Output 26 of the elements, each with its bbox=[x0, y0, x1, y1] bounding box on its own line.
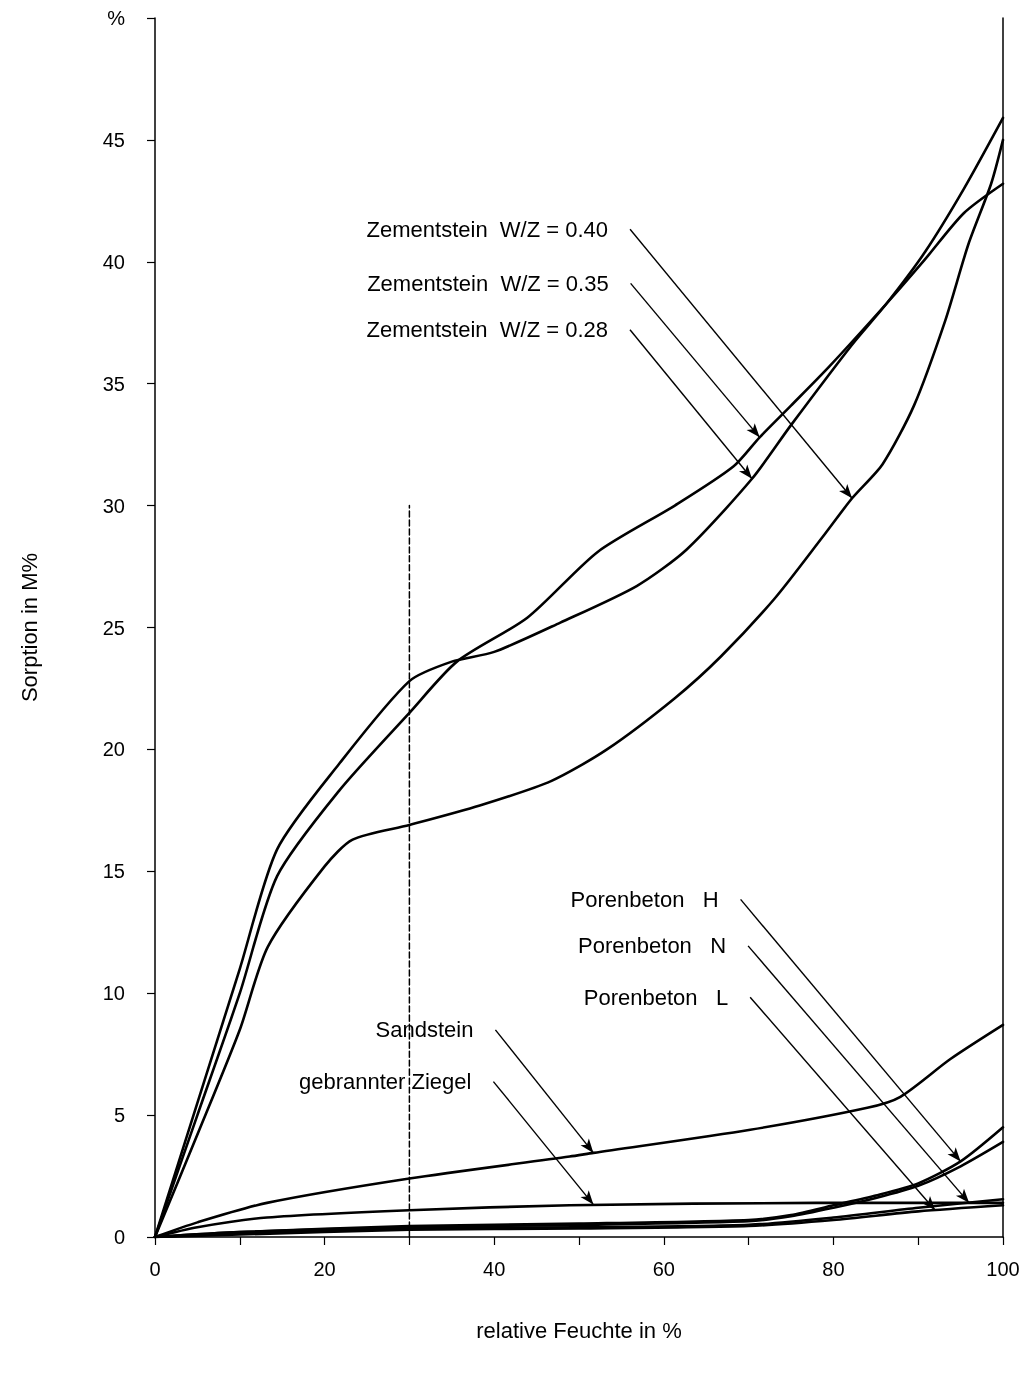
annotation: Zementstein W/Z = 0.28 bbox=[366, 317, 608, 343]
y-tick-label: 25 bbox=[102, 616, 125, 639]
x-tick-label: 80 bbox=[822, 1258, 845, 1280]
y-tick-label: 35 bbox=[102, 372, 125, 395]
y-tick-label: 5 bbox=[113, 1104, 125, 1127]
y-tick-label: 15 bbox=[102, 860, 125, 883]
annotation: Porenbeton N bbox=[578, 933, 727, 959]
x-tick-label: 40 bbox=[483, 1258, 506, 1280]
y-tick-label: 30 bbox=[102, 494, 125, 517]
y-tick-label: 45 bbox=[102, 128, 125, 151]
y-tick-label: 40 bbox=[102, 250, 125, 273]
annotation: Porenbeton L bbox=[583, 984, 729, 1010]
annotation: Porenbeton H bbox=[570, 886, 719, 912]
x-tick-label: 60 bbox=[652, 1258, 675, 1280]
annotation: Zementstein W/Z = 0.40 bbox=[366, 216, 609, 242]
y-tick-label: 0 bbox=[113, 1226, 125, 1248]
y-tick-label: % bbox=[107, 7, 126, 29]
annotation: Zementstein W/Z = 0.35 bbox=[367, 270, 609, 296]
y-tick-label: 20 bbox=[102, 738, 125, 761]
x-tick-label: 0 bbox=[149, 1258, 161, 1280]
x-axis-title: relative Feuchte in % bbox=[476, 1317, 682, 1343]
x-tick-label: 100 bbox=[986, 1258, 1020, 1280]
y-tick-label: 10 bbox=[102, 982, 125, 1005]
y-axis-title: Sorption in M% bbox=[16, 552, 42, 703]
annotation: gebrannter Ziegel bbox=[298, 1069, 472, 1095]
x-tick-label: 20 bbox=[313, 1258, 336, 1280]
